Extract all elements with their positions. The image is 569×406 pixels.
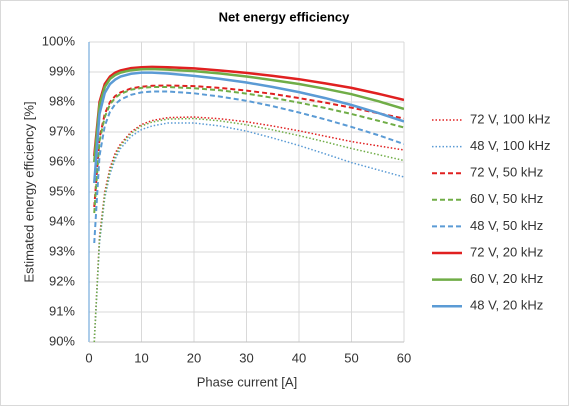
y-axis-label: Estimated energy efficiency [%] [21, 101, 36, 282]
y-tick-label: 92% [49, 273, 75, 288]
x-tick-label: 60 [397, 350, 411, 365]
legend-label: 72 V, 50 kHz [470, 165, 543, 180]
series-line [93, 117, 404, 342]
y-tick-label: 95% [49, 183, 75, 198]
y-tick-label: 97% [49, 123, 75, 138]
legend-label: 72 V, 100 kHz [470, 111, 550, 126]
y-tick-label: 99% [49, 63, 75, 78]
series-line [93, 71, 404, 184]
x-tick-label: 10 [134, 350, 148, 365]
x-axis-label: Phase current [A] [197, 374, 297, 389]
series-line [93, 116, 404, 342]
x-tick-label: 0 [85, 350, 92, 365]
series-line [93, 84, 404, 208]
series-line [93, 86, 404, 214]
legend-label: 60 V, 20 kHz [470, 271, 543, 286]
y-tick-label: 94% [49, 213, 75, 228]
series-line [93, 65, 404, 157]
y-tick-label: 100% [42, 33, 76, 48]
legend-label: 48 V, 20 kHz [470, 298, 543, 313]
x-tick-label: 30 [239, 350, 253, 365]
y-tick-label: 90% [49, 333, 75, 348]
x-tick-label: 50 [344, 350, 358, 365]
y-tick-label: 96% [49, 153, 75, 168]
legend-label: 60 V, 50 kHz [470, 191, 543, 206]
series-line [93, 67, 404, 163]
y-tick-label: 93% [49, 243, 75, 258]
legend-label: 48 V, 100 kHz [470, 138, 550, 153]
series-line [93, 90, 404, 244]
legend-label: 48 V, 50 kHz [470, 218, 543, 233]
legend-label: 72 V, 20 kHz [470, 244, 543, 259]
chart-title: Net energy efficiency [219, 9, 351, 24]
y-tick-label: 91% [49, 303, 75, 318]
x-tick-label: 40 [292, 350, 306, 365]
y-tick-label: 98% [49, 93, 75, 108]
x-tick-label: 20 [187, 350, 201, 365]
